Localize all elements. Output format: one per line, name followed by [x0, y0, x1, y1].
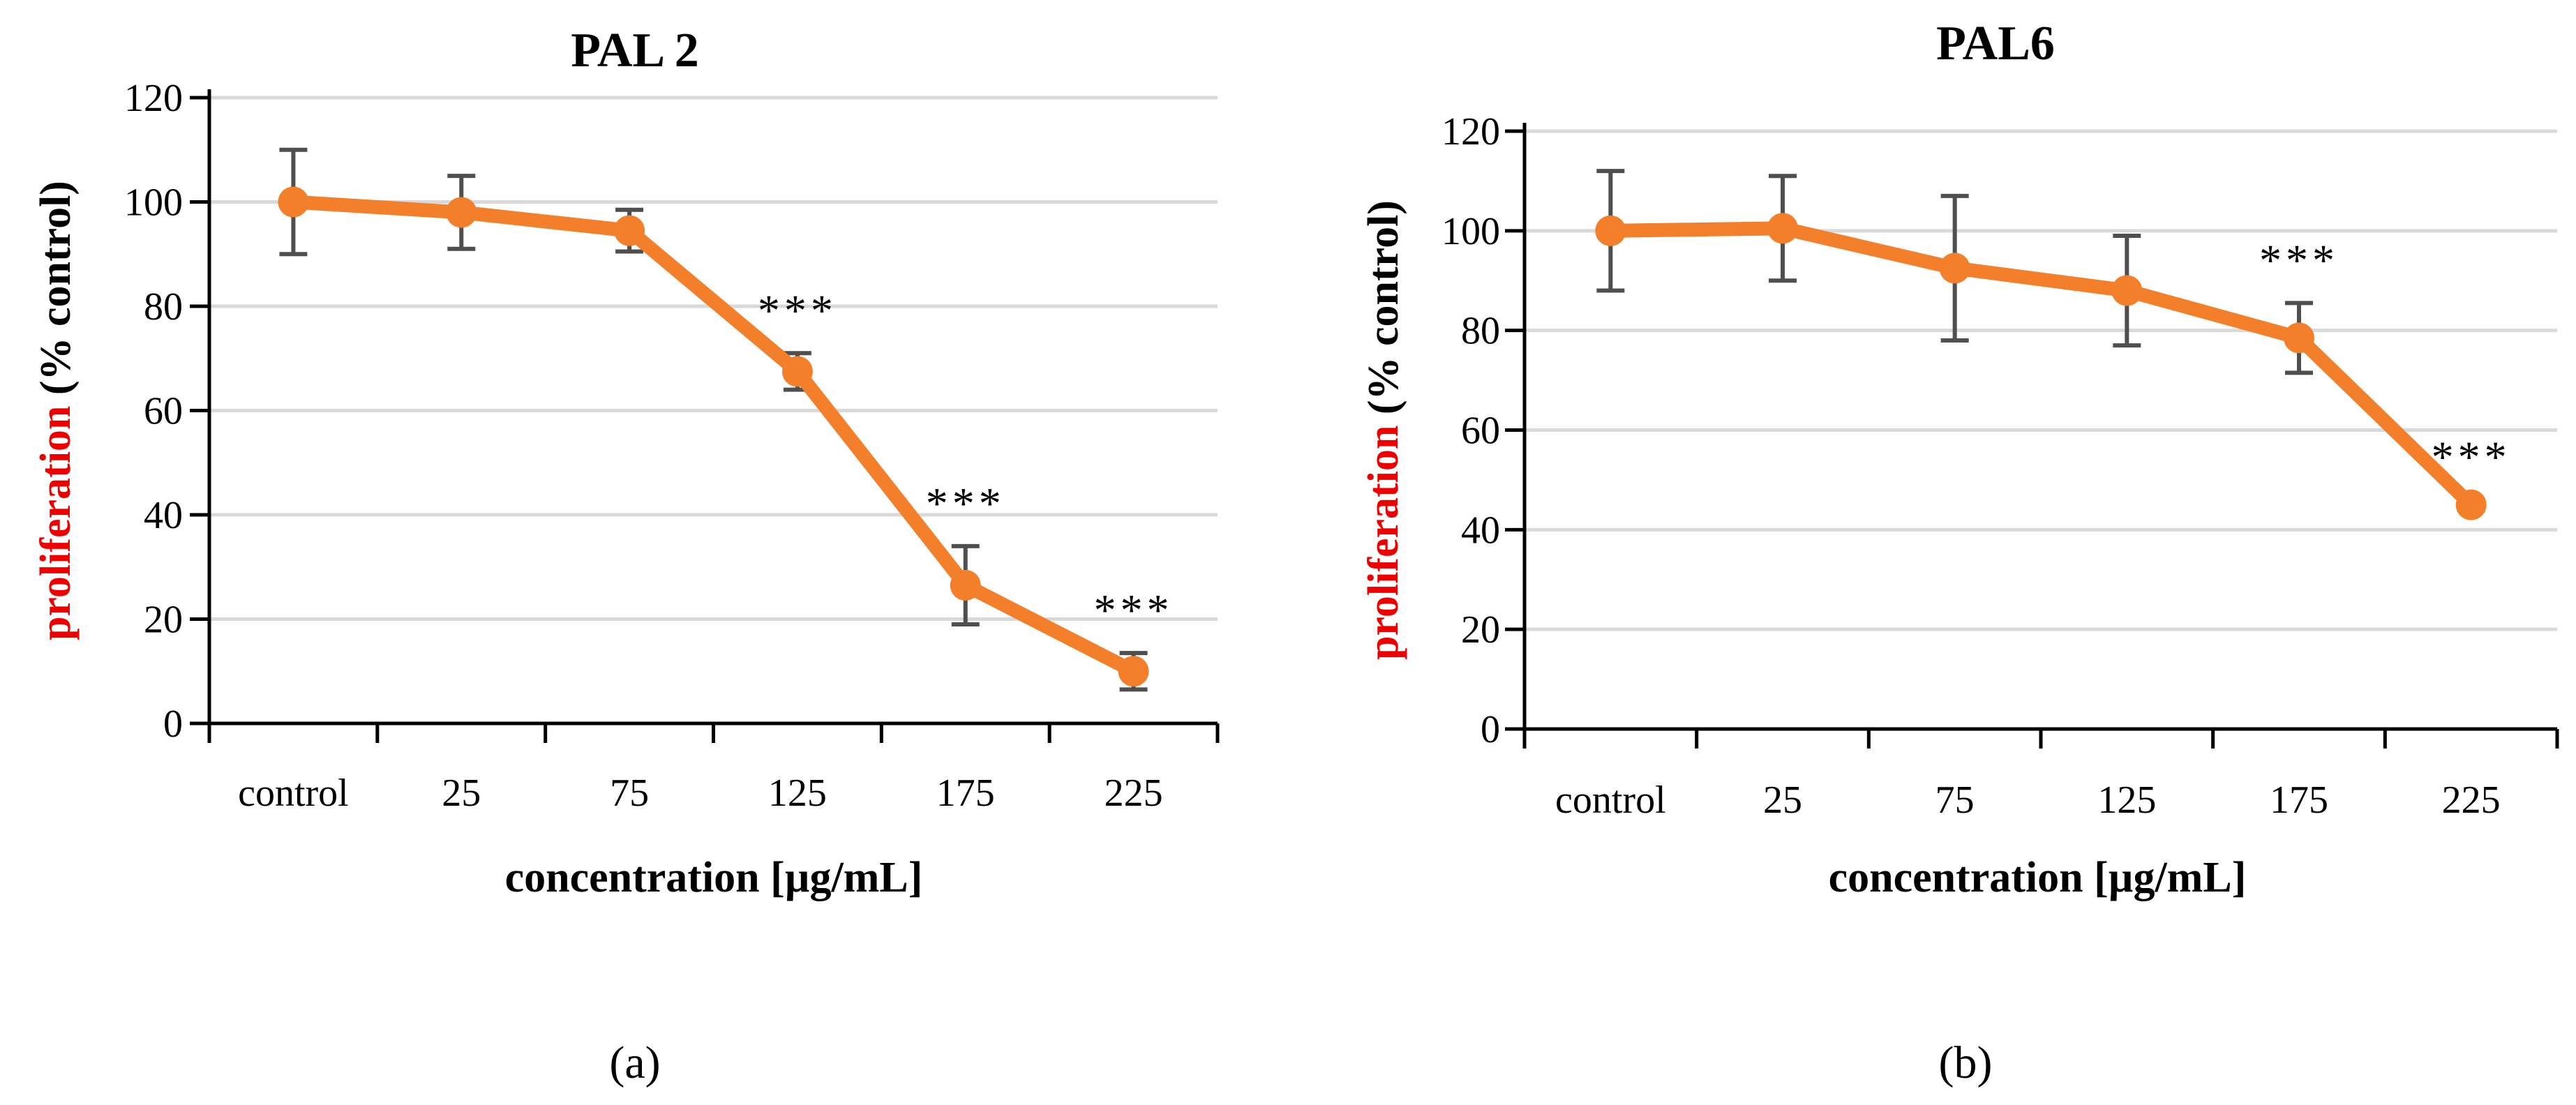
significance-label: *** — [758, 285, 837, 335]
significance-label: *** — [2259, 235, 2339, 285]
y-tick-label: 40 — [1461, 509, 1500, 552]
significance-label: *** — [2432, 432, 2511, 481]
y-tick-label: 120 — [124, 77, 183, 120]
x-tick-label: 125 — [768, 772, 827, 815]
chart-title: PAL 2 — [571, 24, 698, 77]
y-tick-label: 40 — [144, 494, 183, 537]
y-tick-label: 20 — [144, 599, 183, 642]
y-tick-label: 80 — [144, 285, 183, 329]
y-axis-title-unit: (% control) — [32, 181, 80, 406]
chart-pal6: PAL6 0 20 40 60 80 100 120 control 25 75 125 175 225 c… — [1360, 17, 2559, 1088]
panel-label: (b) — [1939, 1037, 1993, 1088]
x-tick-label: 125 — [2097, 779, 2156, 822]
data-point — [781, 356, 813, 387]
data-point — [1767, 213, 1798, 244]
x-tick-label: 25 — [442, 772, 481, 815]
x-tick-label: control — [1555, 779, 1666, 822]
y-axis-title-unit: (% control) — [1360, 200, 1407, 426]
y-tick-label: 100 — [1441, 210, 1500, 253]
data-point — [1595, 215, 1626, 246]
data-point — [1939, 253, 1970, 284]
data-point — [1118, 656, 1149, 687]
y-axis-title-highlight: proliferation — [1360, 426, 1407, 660]
y-tick-label: 0 — [163, 702, 183, 746]
panel-label: (a) — [609, 1037, 660, 1088]
chart-title: PAL6 — [1936, 17, 2055, 70]
series-line — [1603, 221, 2478, 512]
x-tick-label: 225 — [2442, 779, 2501, 822]
y-axis-title: proliferation (% control) — [1360, 200, 1407, 660]
x-tick-label: control — [238, 772, 349, 815]
y-tick-label: 120 — [1441, 110, 1500, 153]
x-tick-label: 175 — [2270, 779, 2328, 822]
data-point — [278, 186, 309, 218]
data-point — [950, 569, 981, 601]
y-tick-label: 60 — [144, 390, 183, 433]
y-axis-title: proliferation (% control) — [32, 181, 80, 640]
series-line — [286, 195, 1141, 679]
data-point — [614, 215, 645, 246]
x-tick-label: 75 — [610, 772, 649, 815]
chart-pal2: PAL 2 0 20 40 60 80 100 120 control 25 75 125 175 225… — [32, 24, 1220, 1088]
y-tick-label: 0 — [1481, 708, 1500, 751]
x-axis-title: concentration [µg/mL] — [1829, 854, 2247, 901]
data-point — [2111, 275, 2143, 306]
y-tick-label: 20 — [1461, 608, 1500, 652]
y-tick-label: 60 — [1461, 409, 1500, 453]
x-axis-title: concentration [µg/mL] — [505, 854, 923, 901]
x-tick-label: 225 — [1104, 772, 1163, 815]
significance-label: *** — [926, 479, 1005, 528]
y-axis-title-highlight: proliferation — [32, 406, 80, 640]
x-tick-label: 25 — [1763, 779, 1802, 822]
y-tick-label: 80 — [1461, 310, 1500, 353]
data-point — [2455, 489, 2487, 520]
significance-label: *** — [1094, 585, 1174, 635]
data-point — [2284, 322, 2314, 354]
x-tick-label: 175 — [936, 772, 995, 815]
y-tick-label: 100 — [124, 181, 183, 225]
x-tick-label: 75 — [1935, 779, 1975, 822]
data-point — [446, 197, 477, 228]
